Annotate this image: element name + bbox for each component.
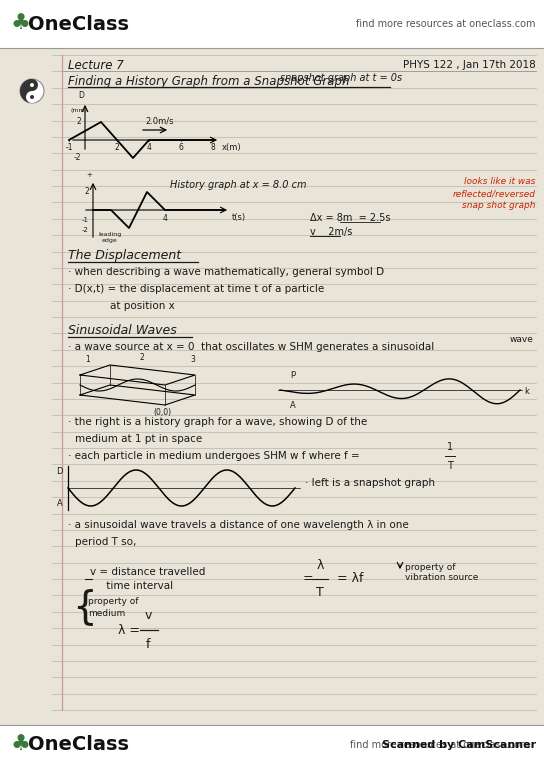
- Text: 4: 4: [146, 143, 151, 152]
- Text: =: =: [303, 573, 314, 585]
- Text: find more resources at oneclass.com: find more resources at oneclass.com: [350, 740, 536, 750]
- Text: A: A: [57, 500, 63, 508]
- Text: 8: 8: [211, 143, 215, 152]
- Text: 2.0m/s: 2.0m/s: [145, 116, 174, 125]
- Text: k: k: [524, 387, 529, 397]
- Text: ♣: ♣: [10, 14, 30, 34]
- Text: find more resources at oneclass.com: find more resources at oneclass.com: [356, 19, 536, 29]
- Text: snap shot graph: snap shot graph: [462, 202, 536, 210]
- Text: 6: 6: [178, 143, 183, 152]
- Circle shape: [26, 79, 38, 91]
- Text: -2: -2: [82, 227, 89, 233]
- Text: · a sinusoidal wave travels a distance of one wavelength λ in one: · a sinusoidal wave travels a distance o…: [68, 520, 409, 530]
- Text: 4: 4: [163, 214, 168, 223]
- Text: v = distance travelled: v = distance travelled: [90, 567, 206, 577]
- Text: Scanned by CamScanner: Scanned by CamScanner: [382, 740, 536, 750]
- Text: wave: wave: [510, 336, 534, 344]
- Text: Finding a History Graph from a Snapshot Graph: Finding a History Graph from a Snapshot …: [68, 75, 349, 88]
- Text: 2: 2: [115, 143, 119, 152]
- Circle shape: [26, 91, 38, 103]
- Text: · a wave source at x = 0  that oscillates w SHM generates a sinusoidal: · a wave source at x = 0 that oscillates…: [68, 342, 434, 352]
- Text: p: p: [290, 370, 295, 379]
- Text: 2: 2: [76, 118, 81, 126]
- Text: 2: 2: [84, 188, 89, 196]
- Text: medium: medium: [88, 610, 125, 618]
- Circle shape: [20, 79, 44, 103]
- Text: PHYS 122 , Jan 17th 2018: PHYS 122 , Jan 17th 2018: [403, 60, 536, 70]
- Text: snapshot graph at t = 0s: snapshot graph at t = 0s: [280, 73, 402, 83]
- Text: · when describing a wave mathematically, general symbol D: · when describing a wave mathematically,…: [68, 267, 384, 277]
- Text: at position x: at position x: [110, 301, 175, 311]
- Text: History graph at x = 8.0 cm: History graph at x = 8.0 cm: [170, 180, 306, 190]
- Text: OneClass: OneClass: [28, 735, 129, 755]
- Text: reflected/reversed: reflected/reversed: [453, 189, 536, 199]
- Text: property of: property of: [88, 598, 139, 607]
- Text: time interval: time interval: [90, 581, 173, 591]
- Text: D: D: [78, 91, 84, 100]
- Text: D: D: [57, 467, 63, 477]
- Text: λ: λ: [316, 559, 324, 572]
- Text: · left is a snapshot graph: · left is a snapshot graph: [305, 478, 435, 488]
- Text: Sinusoidal Waves: Sinusoidal Waves: [68, 323, 177, 336]
- Text: 2: 2: [140, 353, 145, 363]
- Text: property of: property of: [405, 563, 455, 571]
- Text: · D(x,t) = the displacement at time t of a particle: · D(x,t) = the displacement at time t of…: [68, 284, 324, 294]
- Text: Lecture 7: Lecture 7: [68, 59, 123, 72]
- Text: -1: -1: [65, 143, 73, 152]
- Text: λ =: λ =: [118, 624, 144, 637]
- Text: v: v: [144, 609, 152, 622]
- Wedge shape: [20, 79, 32, 103]
- Text: 1: 1: [447, 442, 453, 452]
- Bar: [0, 725, 544, 770]
- Text: ♣: ♣: [10, 735, 30, 755]
- Text: x(m): x(m): [222, 143, 242, 152]
- Text: · each particle in medium undergoes SHM w f where f =: · each particle in medium undergoes SHM …: [68, 451, 360, 461]
- Text: Δx = 8m  = 2.5s: Δx = 8m = 2.5s: [310, 213, 391, 223]
- Text: leading
edge: leading edge: [98, 232, 122, 243]
- Text: = λf: = λf: [337, 573, 363, 585]
- Circle shape: [30, 95, 34, 99]
- Circle shape: [30, 83, 34, 87]
- Text: t(s): t(s): [232, 213, 246, 222]
- Text: T: T: [447, 461, 453, 471]
- Text: (0,0): (0,0): [153, 408, 171, 417]
- Bar: [0, 0, 544, 48]
- Text: The Displacement: The Displacement: [68, 249, 181, 262]
- Text: period T so,: period T so,: [75, 537, 137, 547]
- Text: A: A: [290, 401, 296, 410]
- Text: (mm): (mm): [71, 108, 88, 113]
- Text: medium at 1 pt in space: medium at 1 pt in space: [75, 434, 202, 444]
- Text: 1: 1: [85, 356, 90, 364]
- Text: 3: 3: [190, 356, 195, 364]
- Text: looks like it was: looks like it was: [465, 178, 536, 186]
- Text: vibration source: vibration source: [405, 573, 478, 581]
- Text: f: f: [146, 638, 150, 651]
- Text: {: {: [72, 588, 97, 626]
- Text: -1: -1: [82, 217, 89, 223]
- Text: -2: -2: [73, 153, 81, 162]
- Text: +: +: [86, 172, 92, 178]
- Text: · the right is a history graph for a wave, showing D of the: · the right is a history graph for a wav…: [68, 417, 367, 427]
- Text: T: T: [316, 586, 324, 599]
- Text: v    2m/s: v 2m/s: [310, 227, 353, 237]
- Text: OneClass: OneClass: [28, 15, 129, 34]
